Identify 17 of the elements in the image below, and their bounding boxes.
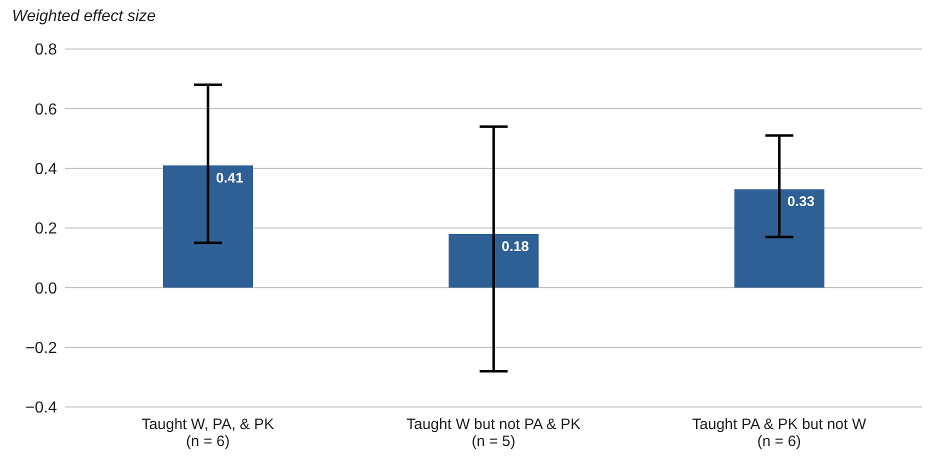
data-label: 0.41 bbox=[216, 169, 244, 186]
y-tick-label: −0.4 bbox=[25, 400, 58, 417]
data-label: 0.18 bbox=[502, 238, 530, 254]
y-tick-label: 0.6 bbox=[34, 101, 58, 118]
data-label: 0.33 bbox=[787, 193, 815, 210]
y-tick-label: −0.2 bbox=[25, 340, 58, 358]
bar bbox=[734, 189, 824, 288]
x-tick-label: Taught W but not PA & PK (n = 5) bbox=[406, 416, 580, 450]
bar bbox=[163, 165, 253, 288]
y-tick-label: 0.2 bbox=[34, 220, 58, 238]
x-tick-label: Taught W, PA, & PK (n = 6) bbox=[142, 416, 274, 450]
bar bbox=[448, 234, 539, 288]
y-tick-label: 0.0 bbox=[34, 280, 58, 298]
y-tick-label: 0.8 bbox=[34, 42, 58, 59]
y-axis-title: Weighted effect size bbox=[12, 8, 156, 26]
x-tick-label: Taught PA & PK but not W (n = 6) bbox=[692, 416, 867, 450]
y-tick-label: 0.4 bbox=[34, 161, 58, 178]
